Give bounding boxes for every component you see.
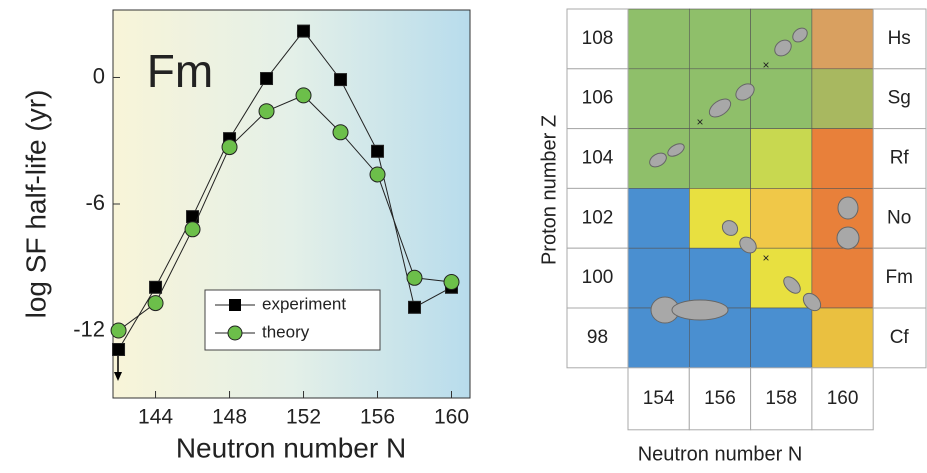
y-tick-label: -12 [73,316,105,341]
y-tick-label: 0 [93,63,105,88]
marker [185,222,200,237]
element-label: Fm [885,267,912,288]
row-label: 100 [582,267,614,288]
cell [689,248,750,308]
y-tick-label: -6 [85,190,105,215]
element-label: Cf [890,327,910,348]
cell [751,188,812,248]
marker [150,281,162,293]
row-label: 98 [587,327,608,348]
marker [148,296,163,311]
nucleus-shape [837,227,859,249]
grid-x-label: Neutron number N [638,443,803,465]
legend-marker [228,326,242,340]
column-label: 154 [643,388,675,409]
saddle-mark: × [696,115,703,129]
row-label: 106 [582,88,614,109]
cell [812,248,873,308]
marker [444,275,459,290]
cell [812,129,873,189]
marker [222,140,237,155]
marker [259,104,274,119]
element-label: Rf [890,148,910,169]
x-tick-label: 152 [286,406,321,429]
column-label: 158 [765,388,797,409]
marker [372,145,384,157]
row-label: 108 [582,28,614,49]
cell [812,9,873,69]
x-tick-label: 144 [138,406,173,429]
marker [298,25,310,37]
cell [628,69,689,129]
marker [409,301,421,313]
x-tick-label: 156 [360,406,395,429]
x-tick-label: 148 [212,406,247,429]
x-tick-label: 160 [434,406,469,429]
marker [335,74,347,86]
saddle-mark: × [762,58,769,72]
legend-label: experiment [262,294,346,313]
cell [812,69,873,129]
legend-label: theory [262,322,310,341]
element-label: No [887,207,911,228]
marker [261,73,273,85]
cell [812,308,873,368]
x-axis-label: Neutron number N [176,432,406,463]
marker [333,125,348,140]
marker [113,344,125,356]
marker [407,270,422,285]
cell [751,308,812,368]
cell [751,69,812,129]
marker [370,167,385,182]
marker [111,323,126,338]
element-label: Hs [888,28,911,49]
marker [296,88,311,103]
cell [751,248,812,308]
row-label: 104 [582,148,614,169]
nucleus-shape [838,197,858,219]
saddle-mark: × [762,251,769,265]
grid-y-label: Proton number Z [538,115,560,265]
nucleus-shape [672,300,728,320]
column-label: 156 [704,388,736,409]
y-axis-label: log SF half-life (yr) [20,90,51,319]
column-label: 160 [827,388,859,409]
row-label: 102 [582,207,614,228]
cell [689,9,750,69]
annotation: Fm [147,45,213,97]
cell [628,188,689,248]
element-label: Sg [888,88,911,109]
cell [751,129,812,189]
legend-marker [229,299,241,311]
cell [628,9,689,69]
cell [689,129,750,189]
